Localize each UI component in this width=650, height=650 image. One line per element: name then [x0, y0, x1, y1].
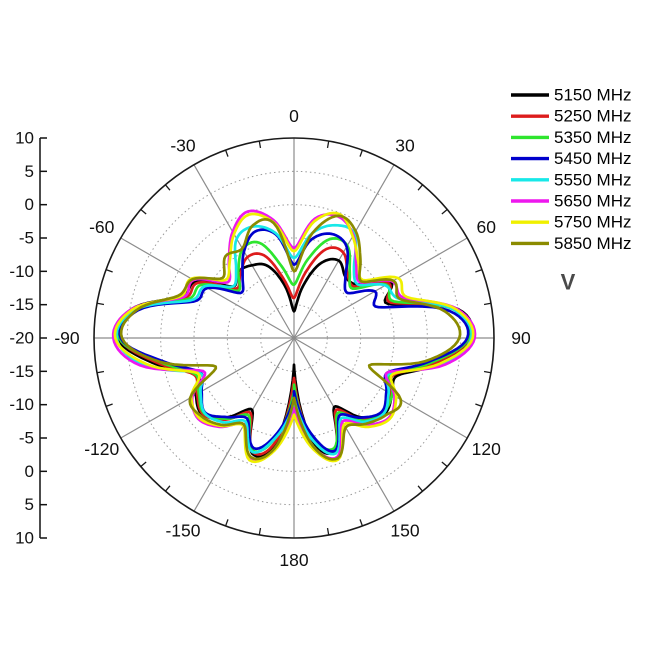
minor-angle-tick: [224, 519, 229, 527]
legend: 5150 MHz 5250 MHz 5350 MHz 5450 MHz 5550 MHz…: [511, 86, 631, 253]
minor-angle-tick: [441, 208, 448, 215]
minor-angle-tick: [224, 149, 229, 157]
radial-axis: 10 5 0 -5 -10 -15 -20 -15 -10 -5 0 5 10: [9, 129, 47, 548]
minor-angle-tick: [105, 403, 113, 408]
radial-axis-label: -5: [19, 229, 34, 248]
minor-angle-tick: [475, 268, 483, 273]
legend-label: 5450 MHz: [554, 149, 631, 168]
legend-label: 5650 MHz: [554, 192, 631, 211]
angle-labels: 0 30 60 90 120 150 180 -150 -120 -90 -60 -30: [54, 106, 531, 570]
polarization-annotation: V: [561, 270, 576, 295]
angle-label: -60: [89, 217, 115, 237]
pattern-series: [111, 209, 477, 464]
minor-angle-tick: [105, 268, 113, 273]
angle-label: 150: [390, 520, 419, 540]
angle-label: 30: [395, 136, 415, 156]
legend-label: 5750 MHz: [554, 213, 631, 232]
minor-angle-tick: [258, 140, 262, 149]
minor-angle-tick: [359, 149, 364, 157]
grid-spoke: [293, 337, 468, 439]
radial-axis-label: -20: [9, 329, 34, 348]
minor-angle-tick: [483, 302, 492, 306]
grid-ring: [193, 237, 395, 439]
minor-angle-tick: [483, 370, 492, 374]
angle-label: -30: [170, 136, 196, 156]
legend-label: 5850 MHz: [554, 234, 631, 253]
outer-circle: [93, 137, 495, 539]
minor-angle-tick: [417, 485, 424, 492]
radial-axis-label: 5: [25, 495, 34, 514]
legend-label: 5250 MHz: [554, 107, 631, 126]
angle-label: -150: [165, 520, 200, 540]
minor-angle-tick: [326, 140, 330, 149]
radial-axis-label: -10: [9, 262, 34, 281]
radial-axis-label: 10: [15, 129, 34, 148]
radial-axis-label: -15: [9, 295, 34, 314]
minor-angle-tick: [417, 184, 424, 191]
minor-angle-tick: [164, 485, 171, 492]
grid-ring: [160, 204, 428, 472]
series-5850-mhz: [119, 214, 462, 461]
minor-angle-tick: [326, 527, 330, 536]
minor-angle-tick: [140, 208, 147, 215]
radial-axis-label: -5: [19, 429, 34, 448]
minor-angle-tick: [164, 184, 171, 191]
radial-axis-label: 10: [15, 529, 34, 548]
radial-axis-label: 0: [25, 195, 34, 214]
polar-grid: [93, 137, 495, 539]
series-5350-mhz: [116, 237, 472, 454]
legend-label: 5350 MHz: [554, 128, 631, 147]
radial-axis-label: 0: [25, 462, 34, 481]
minor-angle-tick: [258, 527, 262, 536]
radial-axis-label: 5: [25, 162, 34, 181]
legend-label: 5150 MHz: [554, 86, 631, 105]
grid-ring: [260, 304, 328, 372]
angle-label: 120: [472, 439, 501, 459]
radial-axis-label: -15: [9, 362, 34, 381]
radial-axis-label: -10: [9, 395, 34, 414]
angle-label: 0: [289, 106, 299, 126]
angle-label: 60: [477, 217, 497, 237]
series-5550-mhz: [115, 223, 474, 456]
minor-angle-tick: [475, 403, 483, 408]
minor-angle-tick: [96, 370, 105, 374]
angle-label: 90: [511, 328, 531, 348]
minor-angle-tick: [441, 461, 448, 468]
minor-angle-tick: [96, 302, 105, 306]
minor-angle-tick: [359, 519, 364, 527]
legend-label: 5550 MHz: [554, 170, 631, 189]
angle-label: -90: [54, 328, 80, 348]
angle-label: 180: [279, 550, 308, 570]
angle-label: -120: [84, 439, 119, 459]
minor-angle-tick: [140, 461, 147, 468]
